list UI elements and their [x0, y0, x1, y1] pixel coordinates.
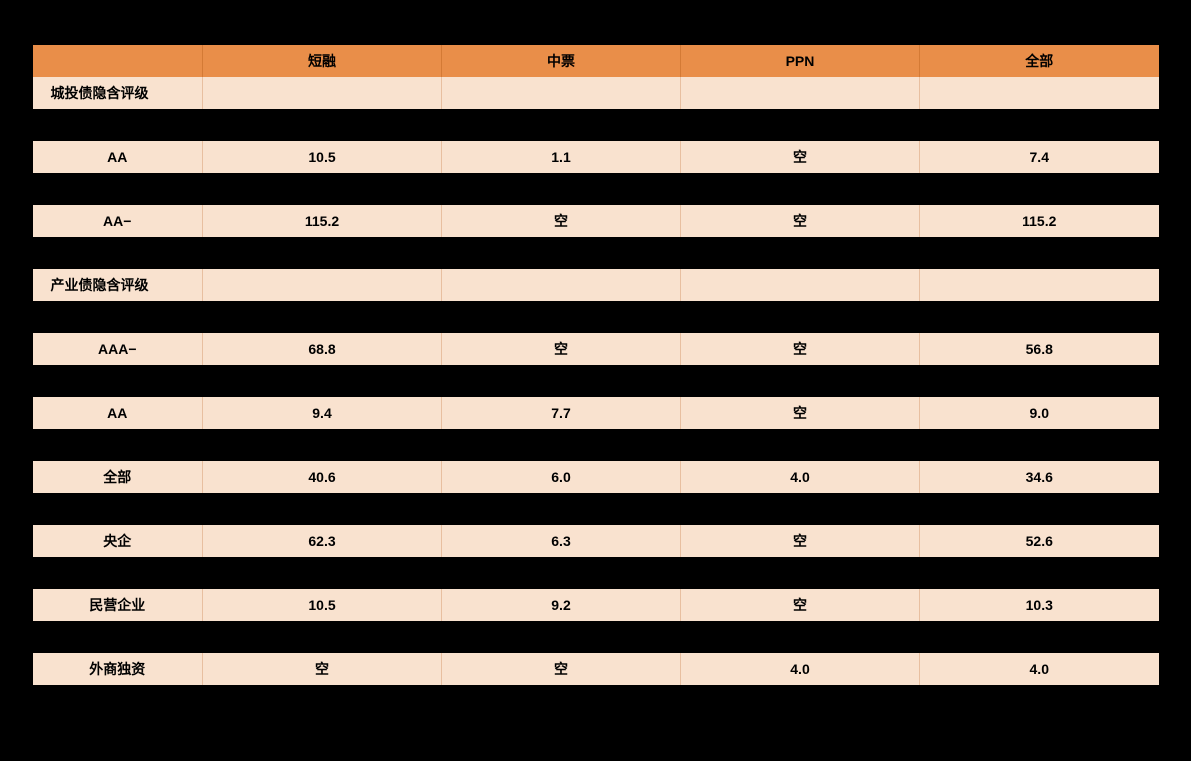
- cell: 空: [203, 653, 442, 685]
- header-col-4: 全部: [920, 45, 1159, 77]
- header-col-2: 中票: [442, 45, 681, 77]
- row-label: 央企: [33, 525, 203, 557]
- row-label: AA: [33, 141, 203, 173]
- row-label: 全部: [33, 461, 203, 493]
- table-row-dark: [33, 301, 1159, 333]
- cell: 115.2: [203, 205, 442, 237]
- cell: 空: [681, 141, 920, 173]
- cell: 62.3: [203, 525, 442, 557]
- cell: 10.3: [920, 589, 1159, 621]
- table-row: 民营企业 10.5 9.2 空 10.3: [33, 589, 1159, 621]
- table-row-dark: [33, 685, 1159, 717]
- cell: 空: [681, 397, 920, 429]
- cell: 52.6: [920, 525, 1159, 557]
- cell: 34.6: [920, 461, 1159, 493]
- cell: 空: [681, 205, 920, 237]
- cell: 6.3: [442, 525, 681, 557]
- row-label: AAA−: [33, 333, 203, 365]
- header-blank: [33, 45, 203, 77]
- cell: 9.2: [442, 589, 681, 621]
- cell: 115.2: [920, 205, 1159, 237]
- table-row-dark: [33, 237, 1159, 269]
- header-col-3: PPN: [681, 45, 920, 77]
- cell: 空: [681, 525, 920, 557]
- cell: 4.0: [920, 653, 1159, 685]
- row-label: 城投债隐含评级: [33, 77, 203, 109]
- table-row-dark: [33, 557, 1159, 589]
- row-label: AA: [33, 397, 203, 429]
- cell: 56.8: [920, 333, 1159, 365]
- table-row-dark: [33, 621, 1159, 653]
- cell: 4.0: [681, 653, 920, 685]
- cell: [203, 269, 442, 301]
- cell: 10.5: [203, 589, 442, 621]
- table-row: 外商独资 空 空 4.0 4.0: [33, 653, 1159, 685]
- cell: [442, 77, 681, 109]
- table-row-dark: [33, 109, 1159, 141]
- cell: 9.4: [203, 397, 442, 429]
- table-row: AA 10.5 1.1 空 7.4: [33, 141, 1159, 173]
- cell: 9.0: [920, 397, 1159, 429]
- table-row: AA 9.4 7.7 空 9.0: [33, 397, 1159, 429]
- table-row: 城投债隐含评级: [33, 77, 1159, 109]
- cell: 40.6: [203, 461, 442, 493]
- cell: 空: [442, 653, 681, 685]
- header-row: 短融 中票 PPN 全部: [33, 45, 1159, 77]
- table-row: 产业债隐含评级: [33, 269, 1159, 301]
- table-row-dark: [33, 173, 1159, 205]
- cell: 7.7: [442, 397, 681, 429]
- cell: [920, 269, 1159, 301]
- cell: 10.5: [203, 141, 442, 173]
- table-row: 全部 40.6 6.0 4.0 34.6: [33, 461, 1159, 493]
- cell: 7.4: [920, 141, 1159, 173]
- cell: [681, 269, 920, 301]
- table-row: AA− 115.2 空 空 115.2: [33, 205, 1159, 237]
- table-row: AAA− 68.8 空 空 56.8: [33, 333, 1159, 365]
- cell: 6.0: [442, 461, 681, 493]
- cell: 空: [681, 589, 920, 621]
- data-table: 短融 中票 PPN 全部 城投债隐含评级 AA 10.5 1.1 空: [33, 45, 1159, 717]
- row-label: 民营企业: [33, 589, 203, 621]
- table-row-dark: [33, 429, 1159, 461]
- row-label: 产业债隐含评级: [33, 269, 203, 301]
- cell: 空: [681, 333, 920, 365]
- table-row-dark: [33, 493, 1159, 525]
- cell: 1.1: [442, 141, 681, 173]
- cell: [681, 77, 920, 109]
- cell: 空: [442, 333, 681, 365]
- cell: [203, 77, 442, 109]
- cell: [442, 269, 681, 301]
- table-row-dark: [33, 365, 1159, 397]
- row-label: AA−: [33, 205, 203, 237]
- row-label: 外商独资: [33, 653, 203, 685]
- cell: 68.8: [203, 333, 442, 365]
- bond-rating-table: 短融 中票 PPN 全部 城投债隐含评级 AA 10.5 1.1 空: [31, 45, 1161, 717]
- header-col-1: 短融: [203, 45, 442, 77]
- cell: 4.0: [681, 461, 920, 493]
- cell: [920, 77, 1159, 109]
- table-row: 央企 62.3 6.3 空 52.6: [33, 525, 1159, 557]
- cell: 空: [442, 205, 681, 237]
